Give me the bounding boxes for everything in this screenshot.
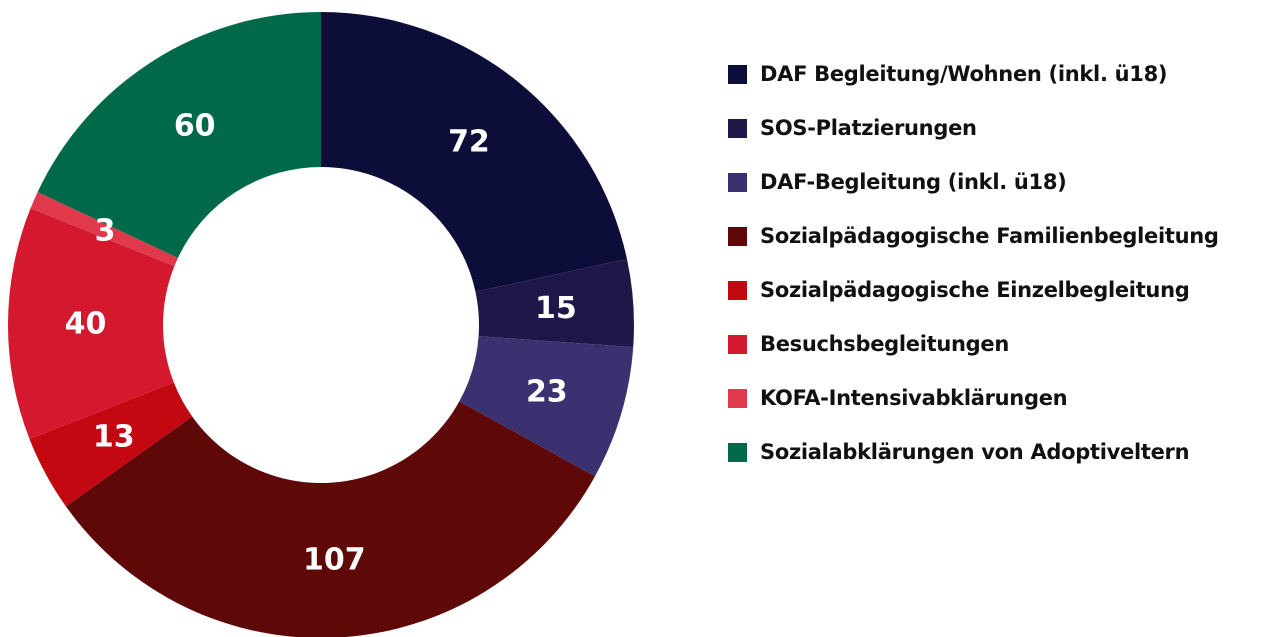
legend-item-4: Sozialpädagogische Einzelbegleitung: [728, 263, 1273, 317]
donut-chart: 72 15 23 107 13 40 3 60: [8, 12, 634, 637]
legend-item-5: Besuchsbegleitungen: [728, 317, 1273, 371]
donut-slices: [8, 12, 634, 637]
legend-swatch: [728, 388, 747, 408]
legend-label: Sozialpädagogische Familienbegleitung: [760, 224, 1219, 248]
legend-label: DAF-Begleitung (inkl. ü18): [760, 170, 1067, 194]
donut-slice-label-5: 40: [65, 306, 107, 341]
donut-slice-label-7: 60: [174, 109, 216, 144]
donut-slice-label-2: 23: [526, 374, 568, 409]
donut-slice-label-4: 13: [93, 419, 135, 454]
donut-slice-label-3: 107: [303, 543, 366, 578]
donut-slice-label-1: 15: [535, 291, 577, 326]
legend-label: SOS-Platzierungen: [760, 116, 977, 140]
legend-label: Sozialabklärungen von Adoptiveltern: [760, 440, 1190, 464]
donut-slice-0: [321, 12, 627, 292]
legend-label: Sozialpädagogische Einzelbegleitung: [760, 278, 1190, 302]
legend-swatch: [728, 334, 747, 354]
donut-slice-5: [8, 208, 175, 439]
legend-item-3: Sozialpädagogische Familienbegleitung: [728, 209, 1273, 263]
legend-label: Besuchsbegleitungen: [760, 332, 1010, 356]
donut-slice-3: [65, 401, 595, 637]
chart-legend: DAF Begleitung/Wohnen (inkl. ü18) SOS-Pla…: [728, 47, 1273, 479]
donut-slice-label-6: 3: [95, 214, 116, 249]
donut-slice-label-0: 72: [448, 124, 490, 159]
legend-label: KOFA-Intensivabklärungen: [760, 386, 1068, 410]
donut-slice-7: [37, 12, 322, 258]
legend-swatch: [728, 172, 747, 192]
legend-swatch: [728, 280, 747, 300]
donut-slice-labels: 72 15 23 107 13 40 3 60: [65, 109, 577, 578]
legend-swatch: [728, 226, 747, 246]
donut-slice-6: [30, 192, 178, 267]
legend-item-7: Sozialabklärungen von Adoptiveltern: [728, 425, 1273, 479]
legend-item-1: SOS-Platzierungen: [728, 101, 1273, 155]
legend-swatch: [728, 442, 747, 462]
legend-item-2: DAF-Begleitung (inkl. ü18): [728, 155, 1273, 209]
donut-slice-2: [459, 336, 634, 477]
legend-item-6: KOFA-Intensivabklärungen: [728, 371, 1273, 425]
legend-item-0: DAF Begleitung/Wohnen (inkl. ü18): [728, 47, 1273, 101]
legend-label: DAF Begleitung/Wohnen (inkl. ü18): [760, 62, 1168, 86]
legend-swatch: [728, 64, 747, 84]
legend-swatch: [728, 118, 747, 138]
donut-slice-1: [475, 259, 634, 348]
donut-slice-4: [29, 382, 193, 507]
